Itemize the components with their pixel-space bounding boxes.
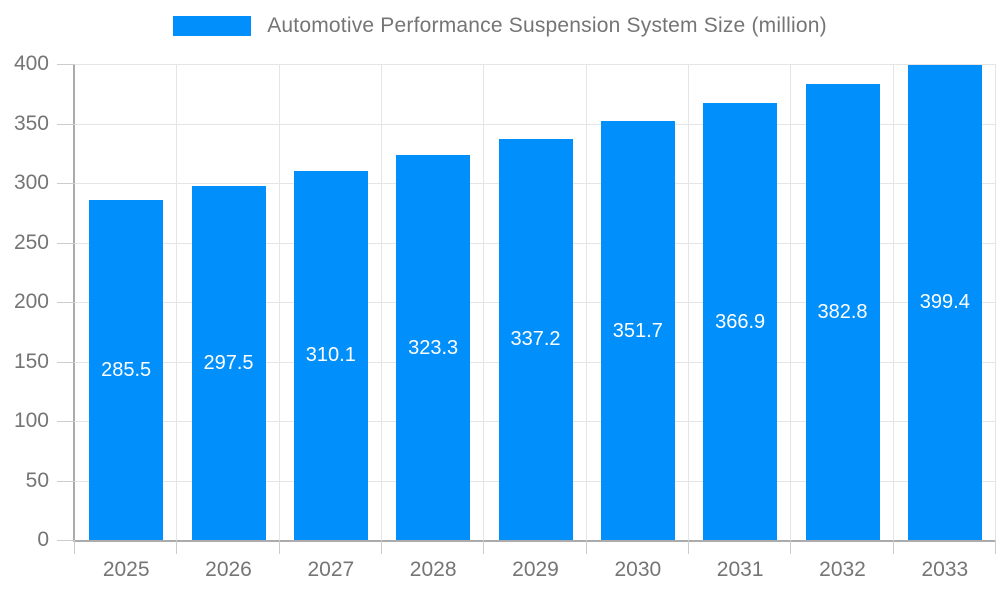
y-axis-tick [57,242,75,244]
x-axis-label-2029: 2029 [512,558,559,581]
x-gridline [585,64,587,540]
y-axis-label: 0 [37,528,49,551]
y-axis-tick [57,123,75,125]
x-gridline [381,64,382,540]
plot-area: 0 50 100 150 200 250 300 350 400 285.5 2025 297.5 20… [14,52,996,581]
legend-item[interactable]: Automotive Performance Suspension System… [173,14,827,38]
x-axis-label-2026: 2026 [205,558,252,581]
x-axis-tick [688,540,689,554]
x-axis-label-2025: 2025 [102,558,150,581]
y-axis-label: 350 [13,111,49,135]
x-axis-tick [74,540,75,554]
y-axis-tick [57,540,75,541]
x-axis-tick [176,540,178,554]
y-axis-tick [57,183,75,184]
x-axis-tick [483,540,485,554]
y-axis-tick [57,64,75,65]
x-gridline [995,64,996,540]
legend: Automotive Performance Suspension System… [0,14,1000,38]
bar-2026[interactable] [191,185,266,540]
y-axis-tick [57,302,75,303]
x-axis-tick [892,540,894,554]
bar-2033[interactable] [907,64,982,540]
y-gridline [75,64,996,65]
bar-2025[interactable] [89,200,164,540]
bar-2031[interactable] [703,103,778,540]
x-axis-label-2033: 2033 [921,558,969,581]
x-gridline [790,64,792,540]
x-axis-tick [790,540,792,554]
x-axis-tick [585,540,587,554]
y-axis-label: 400 [13,52,49,75]
y-axis-label: 250 [13,230,49,254]
bar-2029[interactable] [498,138,573,540]
y-axis-label: 200 [13,290,49,313]
y-axis-tick [57,480,75,482]
y-gridline [75,123,996,125]
x-axis-label-2032: 2032 [819,558,866,581]
x-gridline [176,64,178,540]
y-axis-label: 300 [13,171,49,194]
x-gridline [688,64,689,540]
x-axis-label-2031: 2031 [716,558,764,581]
x-axis-label-2027: 2027 [307,558,355,581]
legend-label: Automotive Performance Suspension System… [267,14,827,37]
y-axis-tick [57,421,75,422]
legend-swatch-icon [173,16,252,36]
x-gridline [483,64,485,540]
x-axis-tick [995,540,996,554]
x-axis-label-2030: 2030 [614,558,662,581]
y-axis-label: 100 [13,409,49,432]
x-axis-label-2028: 2028 [409,558,457,581]
y-axis-tick [57,361,75,363]
bar-2032[interactable] [805,84,880,540]
x-gridline [892,64,894,540]
bar-2027[interactable] [293,170,368,540]
bar-2028[interactable] [396,155,471,540]
y-axis-label: 50 [25,468,49,492]
bar-2030[interactable] [600,121,675,540]
y-axis-label: 150 [13,349,49,373]
x-axis-tick [381,540,382,554]
x-axis-tick [278,540,280,554]
x-gridline [278,64,280,540]
